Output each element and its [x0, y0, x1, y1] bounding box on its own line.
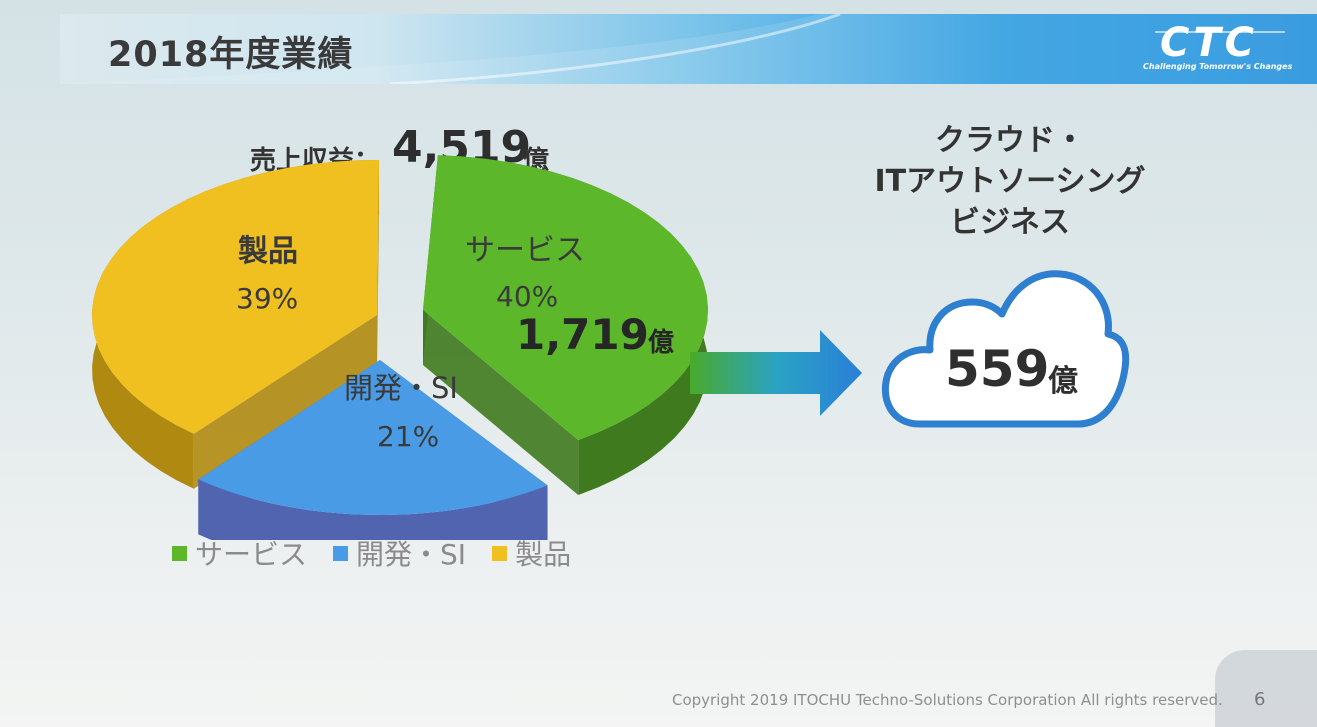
- cloud-value: 559: [945, 340, 1050, 398]
- cloud-title: クラウド・ ITアウトソーシング ビジネス: [850, 120, 1170, 243]
- legend-label-product: 製品: [515, 538, 572, 571]
- logo-tagline: Challenging Tomorrow's Changes: [1143, 62, 1293, 71]
- logo-text: CTC: [1160, 20, 1258, 66]
- slice-label-product: 製品: [238, 234, 298, 269]
- slice-amount-unit-service: 億: [648, 328, 675, 358]
- slice-percent-dev-si: 21%: [377, 420, 440, 453]
- cloud-title-line-3: ビジネス: [950, 205, 1070, 240]
- chart-legend: サービス 開発・SI 製品: [172, 533, 571, 573]
- pie-slice-dev-si: [198, 360, 548, 515]
- copyright-text: Copyright 2019 ITOCHU Techno-Solutions C…: [672, 691, 1223, 709]
- pie-slice-wall: [193, 315, 377, 489]
- slice-amount-service: 1,719: [516, 310, 649, 359]
- legend-label-service: サービス: [195, 538, 308, 571]
- pie-slice-wall: [423, 310, 579, 495]
- arrow-right-icon: [690, 330, 862, 416]
- legend-item-service: サービス: [172, 533, 307, 573]
- slide-title: 2018年度業績: [108, 35, 354, 75]
- legend-swatch-product: [492, 545, 508, 561]
- legend-swatch-dev-si: [333, 545, 349, 561]
- cloud-title-line-2: ITアウトソーシング: [874, 164, 1146, 199]
- page-number: 6: [1254, 689, 1266, 710]
- ctc-logo: [1155, 31, 1285, 33]
- legend-swatch-service: [172, 545, 187, 561]
- legend-item-product: 製品: [492, 533, 571, 573]
- pie-slice-service: [423, 155, 708, 440]
- pie-slice-side-21: [198, 479, 548, 540]
- pie-chart: [92, 155, 708, 540]
- header-swoosh: [60, 14, 1317, 84]
- cloud-icon: [881, 270, 1130, 428]
- slice-percent-product: 39%: [236, 282, 299, 315]
- slice-label-service: サービス: [465, 233, 585, 268]
- pie-slice-product: [92, 160, 379, 434]
- projector-shadow: [1215, 650, 1317, 727]
- header-band: [60, 14, 1317, 84]
- slice-percent-service: 40%: [496, 280, 559, 313]
- legend-label-dev-si: 開発・SI: [356, 538, 467, 571]
- cloud-unit: 億: [1048, 364, 1078, 399]
- cloud-title-line-1: クラウド・: [935, 123, 1085, 158]
- legend-item-dev-si: 開発・SI: [333, 533, 466, 573]
- slice-label-dev-si: 開発・SI: [344, 371, 458, 405]
- pie-slice-wall: [377, 160, 379, 370]
